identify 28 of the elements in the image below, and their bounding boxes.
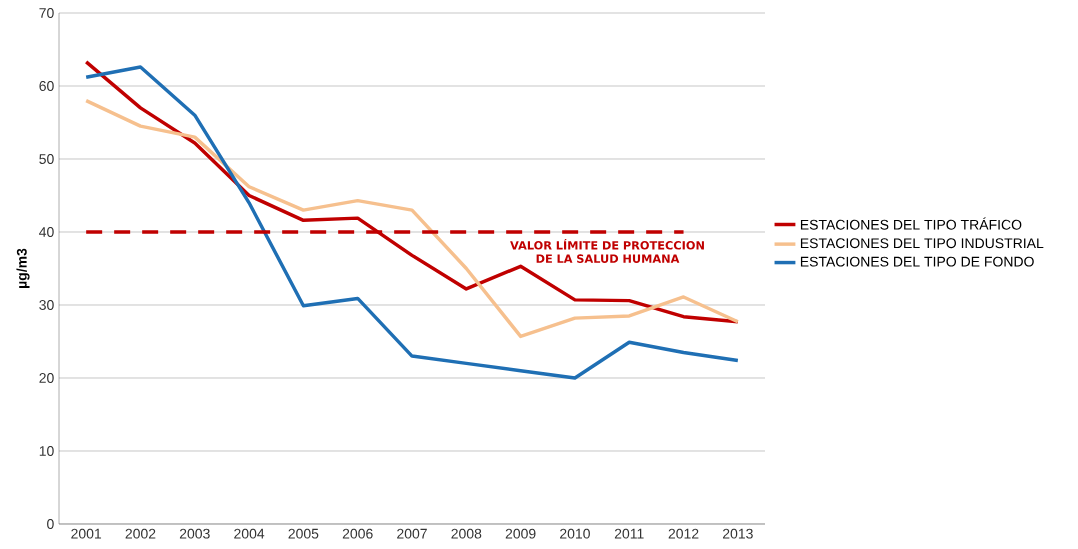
x-tick-label: 2007: [397, 528, 427, 539]
x-tick-label: 2006: [342, 528, 373, 539]
ref-line-label: VALOR LÍMITE DE PROTECCION DE LA SALUD HUMANA: [510, 238, 704, 263]
x-tick-label: 2010: [560, 528, 590, 539]
x-tick-label: 2004: [234, 528, 265, 539]
y-tick-label: 0: [47, 519, 54, 529]
legend-label: ESTACIONES DEL TIPO TRÁFICO: [800, 217, 1022, 230]
x-tick-label: 2009: [505, 528, 536, 539]
x-tick-label: 2008: [451, 528, 482, 539]
line-series: [84, 98, 740, 339]
x-tick-label: 2002: [125, 528, 156, 539]
y-tick-label: 70: [39, 8, 54, 18]
y-tick-label: 50: [39, 154, 54, 164]
y-tick-label: 60: [39, 81, 54, 91]
y-tick-label: 10: [39, 446, 54, 456]
line-series: [84, 65, 740, 380]
x-tick-label: 2011: [614, 528, 644, 539]
x-tick-label: 2001: [71, 528, 102, 539]
x-tick-label: 2003: [179, 528, 210, 539]
legend-label: ESTACIONES DEL TIPO DE FONDO: [800, 256, 1034, 267]
x-tick-label: 2013: [722, 528, 753, 539]
y-axis-title: µg/m3: [16, 248, 30, 288]
y-tick-label: 30: [39, 300, 54, 310]
y-tick-label: 20: [39, 373, 54, 383]
x-tick-label: 2005: [288, 528, 319, 539]
x-tick-label: 2012: [668, 528, 699, 539]
y-tick-label: 40: [39, 227, 54, 237]
legend-label: ESTACIONES DEL TIPO INDUSTRIAL: [800, 238, 1044, 249]
